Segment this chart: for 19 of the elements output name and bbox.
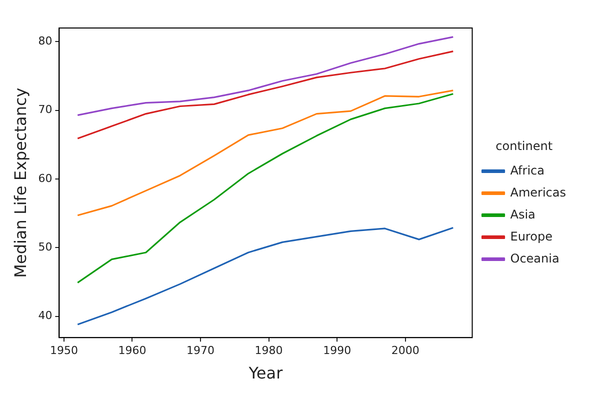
legend-label: Asia	[510, 207, 536, 222]
x-tick-label: 1950	[50, 344, 78, 358]
y-tick-label: 70	[38, 103, 52, 116]
legend-label: Africa	[510, 163, 544, 178]
legend-label: Europe	[510, 229, 552, 244]
x-tick-label: 1980	[254, 344, 283, 358]
legend-label: Americas	[510, 185, 566, 200]
y-tick-label: 80	[38, 34, 52, 48]
y-axis-title: Median Life Expectancy	[10, 88, 30, 278]
x-tick-label: 1970	[186, 344, 215, 358]
y-tick-label: 60	[38, 172, 52, 185]
y-tick-label: 50	[38, 240, 52, 254]
y-tick-label: 40	[38, 309, 52, 322]
x-axis-title: Year	[248, 364, 284, 383]
x-tick-label: 1990	[323, 344, 352, 358]
legend-label: Oceania	[510, 251, 560, 266]
x-tick-label: 1960	[118, 344, 146, 358]
legend-title: continent	[496, 138, 553, 153]
x-tick-label: 2000	[391, 344, 420, 358]
